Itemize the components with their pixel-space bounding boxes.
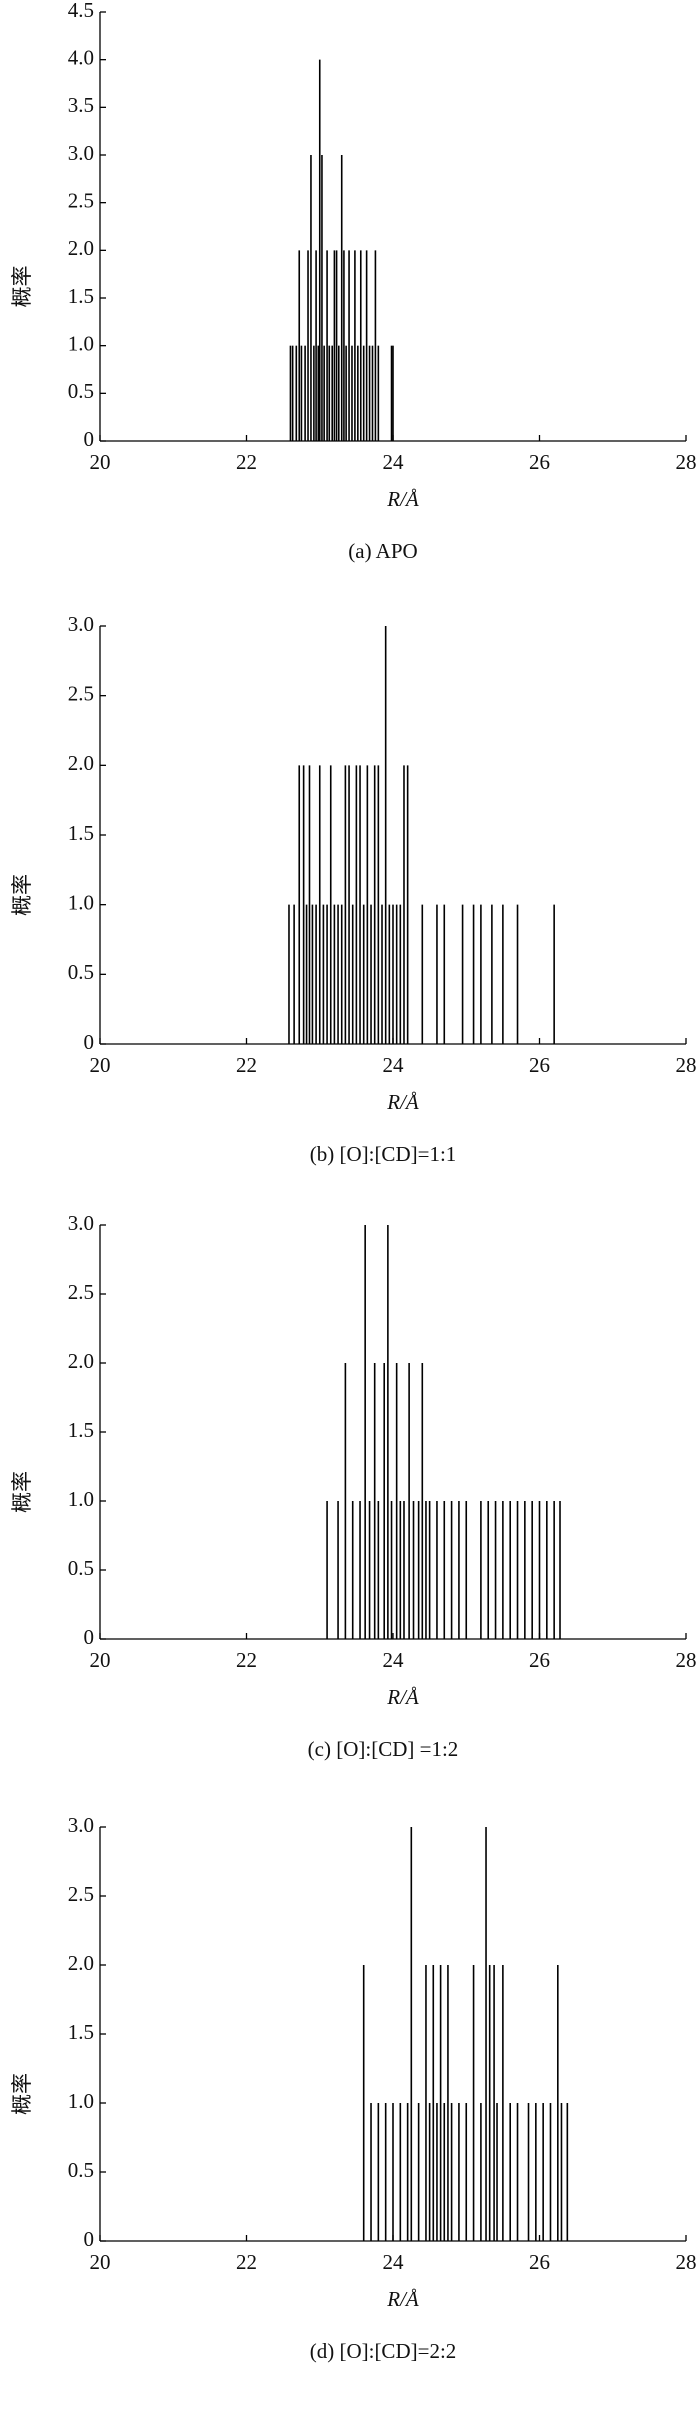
x-tick-label: 20 [90,1648,111,1672]
caption: (d) [O]:[CD]=2:2 [310,2339,457,2363]
y-tick-label: 0 [84,2227,95,2251]
y-tick-label: 2.5 [68,681,94,705]
y-tick-label: 2.5 [68,188,94,212]
y-tick-label: 1.5 [68,2020,94,2044]
y-axis-label: 概率 [10,1471,34,1513]
y-axis-label: 概率 [10,874,34,916]
y-tick-label: 1.5 [68,821,94,845]
y-tick-label: 1.0 [68,331,94,355]
x-axis-label: R/Å [386,487,419,511]
y-tick-label: 4.0 [68,45,94,69]
y-tick-label: 0.5 [68,2158,94,2182]
x-tick-label: 22 [236,1648,257,1672]
y-tick-label: 3.0 [68,1211,94,1235]
y-tick-label: 0.5 [68,1556,94,1580]
x-tick-label: 22 [236,450,257,474]
x-tick-label: 20 [90,450,111,474]
y-tick-label: 3.0 [68,612,94,636]
y-tick-label: 3.5 [68,93,94,117]
y-axis-label: 概率 [10,2073,34,2115]
y-tick-label: 0.5 [68,379,94,403]
x-axis-label: R/Å [386,1090,419,1114]
x-tick-label: 22 [236,2250,257,2274]
caption: (b) [O]:[CD]=1:1 [310,1142,457,1166]
caption: (c) [O]:[CD] =1:2 [308,1737,459,1761]
y-tick-label: 2.0 [68,1349,94,1373]
x-tick-label: 26 [529,450,550,474]
x-tick-label: 28 [676,1648,697,1672]
y-tick-label: 0 [84,427,95,451]
y-tick-label: 0 [84,1030,95,1054]
y-axis-label: 概率 [10,266,34,308]
x-tick-label: 26 [529,1648,550,1672]
y-tick-label: 1.0 [68,890,94,914]
y-tick-label: 2.5 [68,1280,94,1304]
y-tick-label: 0.5 [68,960,94,984]
caption: (a) APO [348,539,417,563]
x-tick-label: 28 [676,2250,697,2274]
y-tick-label: 1.0 [68,1487,94,1511]
x-tick-label: 24 [383,2250,405,2274]
x-axis-label: R/Å [386,2287,419,2311]
y-tick-label: 0 [84,1625,95,1649]
x-tick-label: 24 [383,1053,405,1077]
x-tick-label: 22 [236,1053,257,1077]
y-tick-label: 4.5 [68,0,94,22]
y-tick-label: 2.5 [68,1882,94,1906]
x-tick-label: 24 [383,1648,405,1672]
y-tick-label: 2.0 [68,236,94,260]
y-tick-label: 2.0 [68,1951,94,1975]
x-tick-label: 28 [676,450,697,474]
y-tick-label: 2.0 [68,751,94,775]
x-tick-label: 28 [676,1053,697,1077]
x-tick-label: 26 [529,1053,550,1077]
x-tick-label: 20 [90,1053,111,1077]
x-tick-label: 20 [90,2250,111,2274]
y-tick-label: 3.0 [68,141,94,165]
y-tick-label: 1.5 [68,1418,94,1442]
y-tick-label: 1.0 [68,2089,94,2113]
x-axis-label: R/Å [386,1685,419,1709]
x-tick-label: 24 [383,450,405,474]
x-tick-label: 26 [529,2250,550,2274]
y-tick-label: 3.0 [68,1813,94,1837]
y-tick-label: 1.5 [68,284,94,308]
